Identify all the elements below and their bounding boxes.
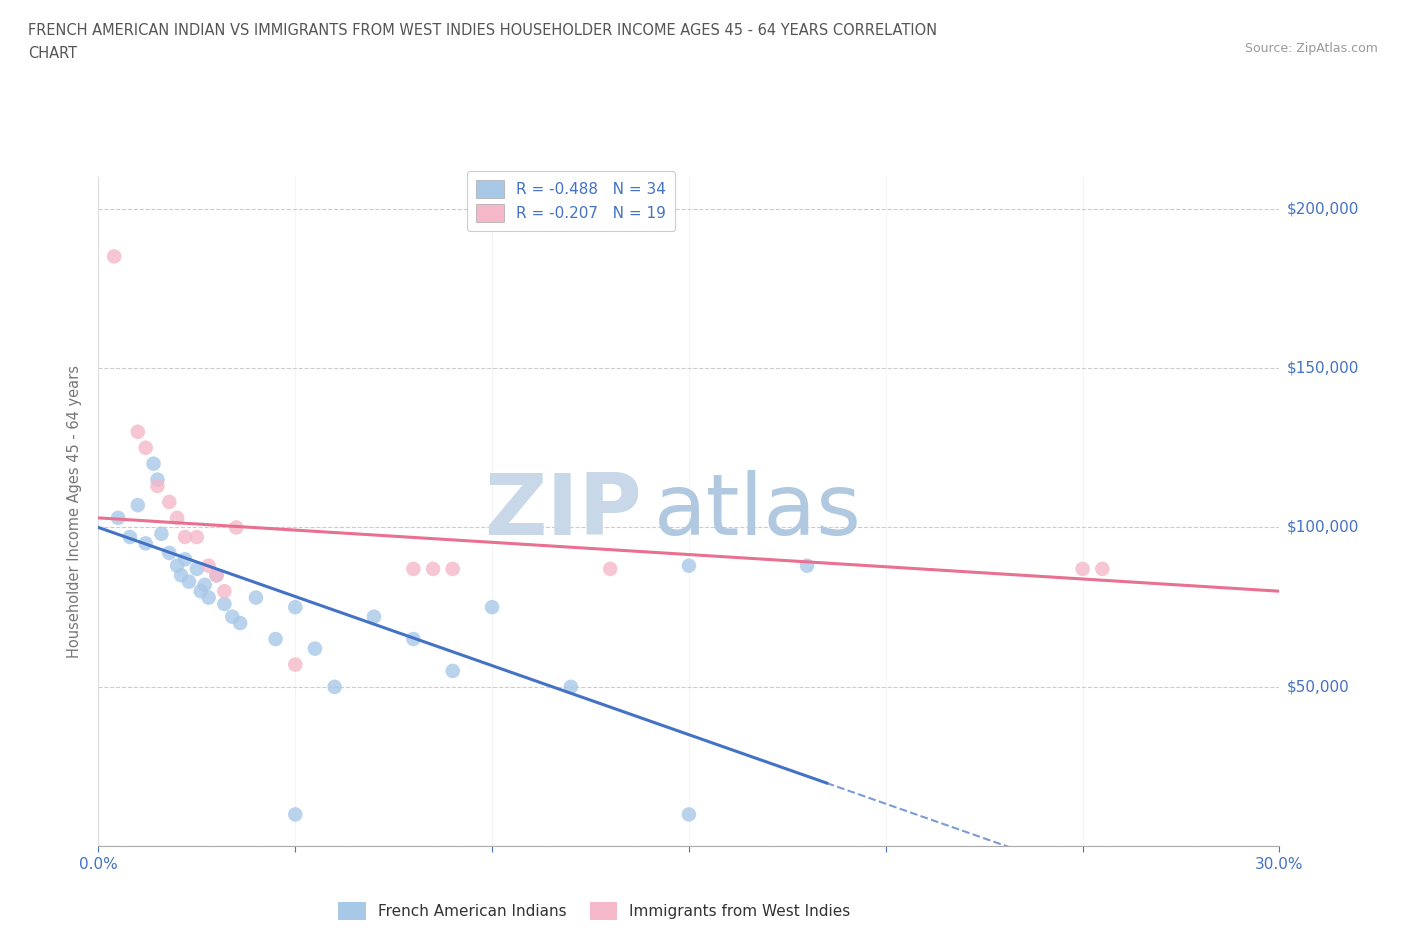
Point <box>197 558 219 573</box>
Point <box>127 498 149 512</box>
Point <box>190 584 212 599</box>
Point <box>186 529 208 544</box>
Point <box>441 663 464 678</box>
Point <box>441 562 464 577</box>
Point <box>157 546 180 561</box>
Text: Source: ZipAtlas.com: Source: ZipAtlas.com <box>1244 42 1378 55</box>
Text: $50,000: $50,000 <box>1286 680 1350 695</box>
Point <box>146 472 169 487</box>
Point <box>363 609 385 624</box>
Point <box>150 526 173 541</box>
Point <box>135 440 157 455</box>
Point <box>402 631 425 646</box>
Point <box>118 529 141 544</box>
Point <box>214 596 236 611</box>
Text: atlas: atlas <box>654 470 862 553</box>
Text: FRENCH AMERICAN INDIAN VS IMMIGRANTS FROM WEST INDIES HOUSEHOLDER INCOME AGES 45: FRENCH AMERICAN INDIAN VS IMMIGRANTS FRO… <box>28 23 938 38</box>
Text: ZIP: ZIP <box>484 470 641 553</box>
Point <box>422 562 444 577</box>
Point <box>323 680 346 695</box>
Point <box>135 536 157 551</box>
Point <box>170 568 193 583</box>
Text: $200,000: $200,000 <box>1286 201 1358 216</box>
Text: $150,000: $150,000 <box>1286 361 1358 376</box>
Text: $100,000: $100,000 <box>1286 520 1358 535</box>
Point <box>402 562 425 577</box>
Point <box>1071 562 1094 577</box>
Point <box>157 495 180 510</box>
Point <box>599 562 621 577</box>
Point <box>197 591 219 605</box>
Point <box>142 457 165 472</box>
Point <box>284 600 307 615</box>
Point <box>194 578 217 592</box>
Point <box>186 562 208 577</box>
Point <box>284 807 307 822</box>
Point <box>1091 562 1114 577</box>
Point <box>103 249 125 264</box>
Point <box>205 568 228 583</box>
Point <box>264 631 287 646</box>
Point <box>166 511 188 525</box>
Point <box>284 658 307 672</box>
Text: CHART: CHART <box>28 46 77 61</box>
Point <box>107 511 129 525</box>
Point <box>174 529 197 544</box>
Legend: French American Indians, Immigrants from West Indies: French American Indians, Immigrants from… <box>332 896 856 925</box>
Point <box>146 479 169 494</box>
Point <box>214 584 236 599</box>
Point <box>481 600 503 615</box>
Y-axis label: Householder Income Ages 45 - 64 years: Householder Income Ages 45 - 64 years <box>67 365 83 658</box>
Point <box>221 609 243 624</box>
Point <box>678 558 700 573</box>
Point <box>304 641 326 656</box>
Point <box>225 520 247 535</box>
Point <box>678 807 700 822</box>
Point <box>127 424 149 439</box>
Point <box>166 558 188 573</box>
Point <box>245 591 267 605</box>
Point <box>177 574 200 589</box>
Point <box>560 680 582 695</box>
Point <box>174 551 197 566</box>
Point <box>229 616 252 631</box>
Point <box>205 568 228 583</box>
Point <box>796 558 818 573</box>
